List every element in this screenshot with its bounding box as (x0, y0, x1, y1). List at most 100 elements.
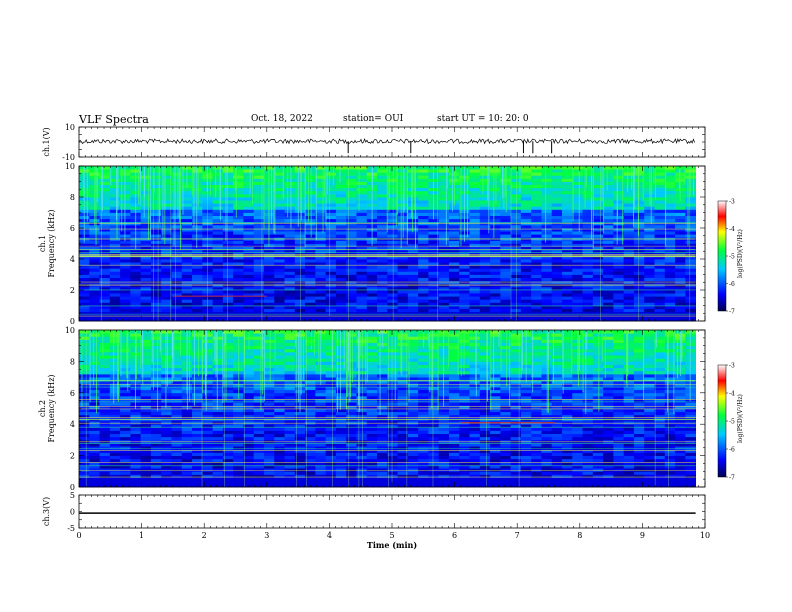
spectrogram-cell (305, 249, 316, 254)
spectrogram-cell (305, 290, 316, 294)
spectrogram-cell (325, 336, 337, 340)
spectrogram-cell (510, 277, 522, 282)
spectrogram-cell (387, 243, 398, 247)
spectrogram-cell (315, 193, 327, 198)
y-axis-label: ch.1 (38, 235, 47, 252)
spectrogram-cell (192, 302, 203, 306)
spectrogram-cell (335, 262, 347, 266)
spectrogram-cell (171, 452, 183, 456)
spectrogram-cell (181, 449, 193, 453)
spectrogram-cell (89, 330, 100, 334)
spectrogram-cell (685, 299, 697, 303)
spectrogram-cell (284, 299, 296, 303)
spectrogram-cell (469, 197, 481, 201)
spectrogram-cell (479, 259, 491, 263)
spectrogram-cell (325, 259, 337, 263)
spectrogram-cell (633, 184, 645, 189)
spectrogram-cell (315, 483, 327, 488)
spectrogram-cell (212, 218, 224, 223)
spectrogram-cell (233, 443, 244, 447)
spectrogram-cell (633, 290, 645, 294)
spectrogram-cell (192, 190, 203, 195)
spectrogram-cell (212, 172, 224, 176)
spectrogram-cell (99, 408, 111, 413)
spectrogram-cell (500, 231, 512, 235)
spectrogram-cell (377, 259, 388, 263)
spectrogram-cell (407, 293, 419, 297)
spectrogram-cell (109, 386, 121, 391)
spectrogram-cell (325, 280, 337, 285)
spectrogram-cell (233, 408, 244, 413)
spectrogram-cell (202, 433, 213, 438)
spectrogram-cell (294, 483, 306, 488)
spectrogram-cell (346, 446, 357, 450)
spectrogram-cell (253, 443, 265, 447)
spectrogram-cell (109, 311, 121, 316)
spectrogram-cell (490, 187, 501, 192)
spectrogram-cell (541, 234, 553, 238)
spectrogram-cell (325, 305, 337, 309)
spectrogram-cell (140, 231, 152, 235)
spectrogram-cell (120, 424, 131, 428)
spectrogram-cell (79, 308, 90, 313)
spectrogram-cell (222, 200, 234, 204)
spectrogram-cell (428, 296, 440, 300)
spectrogram-cell (335, 461, 347, 466)
spectrogram-cell (233, 436, 244, 441)
spectrogram-cell (150, 209, 162, 213)
spectrogram-cell (582, 311, 594, 316)
spectrogram-cell (603, 296, 614, 300)
spectrogram-cell (181, 209, 193, 213)
spectrogram-cell (253, 286, 265, 291)
spectrogram-cell (356, 286, 368, 291)
spectrogram-cell (500, 293, 512, 297)
spectrogram-cell (253, 370, 265, 375)
spectrogram-cell (397, 240, 409, 244)
spectrogram-cell (572, 224, 583, 229)
spectrogram-cell (120, 449, 131, 453)
spectrogram-cell (233, 184, 244, 189)
spectrogram-cell (562, 305, 573, 309)
spectrogram-cell (479, 305, 491, 309)
spectrogram-cell (192, 299, 203, 303)
spectrogram-cell (469, 228, 481, 232)
spectrogram-cell (233, 402, 244, 406)
spectrogram-cell (633, 212, 645, 216)
spectrogram-cell (479, 215, 491, 220)
spectrogram-cell (171, 280, 183, 285)
spectrogram-cell (633, 166, 645, 170)
spectrogram-cell (356, 224, 368, 229)
spectrogram-cell (520, 311, 532, 316)
spectrogram-cell (520, 274, 532, 278)
spectrogram-cell (654, 299, 666, 303)
spectrogram-cell (233, 181, 244, 185)
spectrogram-cell (120, 290, 131, 294)
spectrogram-cell (243, 364, 255, 369)
spectrogram-cell (284, 468, 296, 472)
spectrogram-cell (274, 458, 285, 463)
spectrogram-cell (685, 206, 697, 210)
spectrogram-cell (79, 446, 90, 450)
spectrogram-cell (79, 424, 90, 428)
spectrogram-cell (243, 234, 255, 238)
spectrogram-cell (222, 480, 234, 485)
spectrogram-cell (274, 408, 285, 413)
spectrogram-cell (664, 302, 676, 306)
spectrogram-cell (315, 449, 327, 453)
spectrogram-cell (510, 228, 522, 232)
spectrogram-cell (479, 234, 491, 238)
spectrogram-cell (305, 293, 316, 297)
spectrogram-cell (520, 262, 532, 266)
spectrogram-cell (89, 351, 100, 356)
spectrogram-cell (531, 203, 542, 207)
spectrogram-cell (284, 483, 296, 488)
spectrogram-cell (202, 468, 213, 472)
spectrogram-cell (428, 290, 440, 294)
spectrogram-cell (592, 243, 604, 247)
spectrogram-cell (469, 249, 481, 254)
spectrogram-cell (572, 271, 583, 275)
spectrogram-cell (140, 166, 152, 170)
spectrogram-cell (551, 197, 563, 201)
spectrogram-cell (685, 277, 697, 282)
spectrogram-cell (140, 402, 152, 406)
